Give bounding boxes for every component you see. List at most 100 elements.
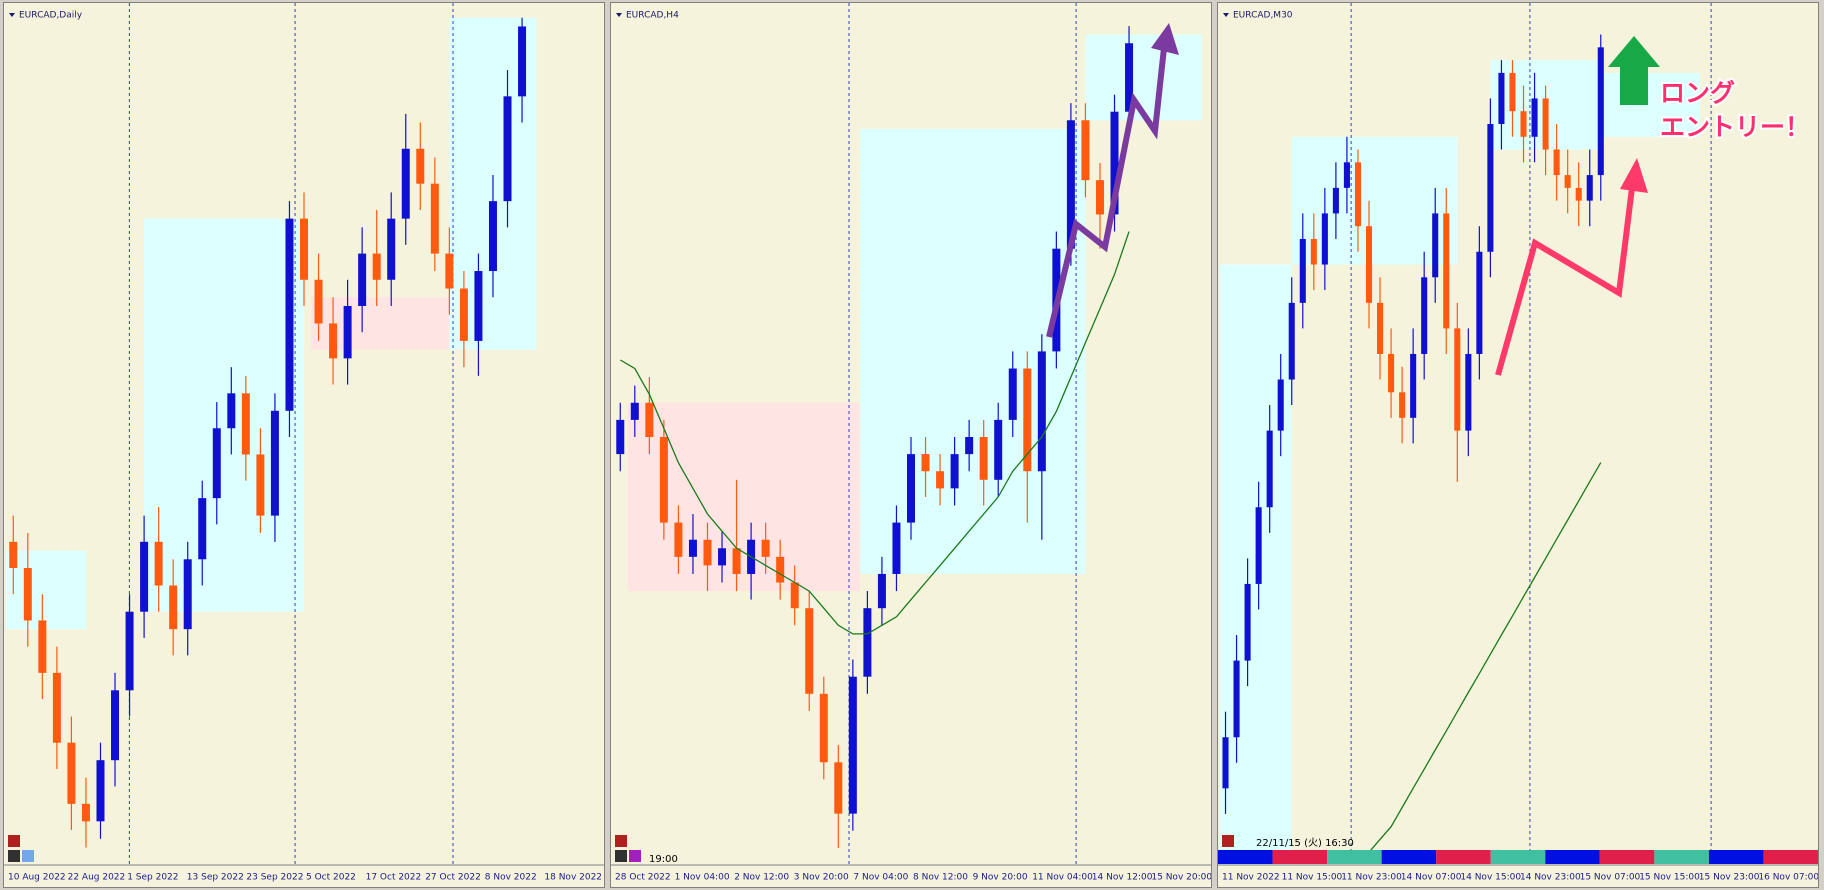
session-bar <box>1599 850 1655 864</box>
candle-body <box>125 611 134 691</box>
candle-body <box>979 437 988 480</box>
x-tick-label: 14 Nov 15:00 <box>1460 873 1521 883</box>
toolbar-icon <box>615 850 627 862</box>
candle-body <box>1110 111 1119 215</box>
x-tick-label: 11 Nov 23:00 <box>1341 873 1402 883</box>
candle-body <box>401 148 410 219</box>
candle-body <box>863 608 872 677</box>
candle-body <box>1575 187 1582 201</box>
x-tick-label: 15 Nov 23:00 <box>1699 873 1760 883</box>
candle-body <box>1487 123 1494 252</box>
x-tick-label: 15 Nov 07:00 <box>1580 873 1641 883</box>
x-tick-label: 17 Oct 2022 <box>366 873 422 883</box>
arrow-head <box>1151 23 1179 55</box>
candle-body <box>1095 180 1104 215</box>
toolbar-icon <box>8 850 20 862</box>
x-tick-label: 1 Nov 04:00 <box>675 873 730 883</box>
candle-body <box>892 522 901 574</box>
candle-body <box>1008 368 1017 420</box>
candle-body <box>703 539 712 566</box>
arrow-head <box>1620 158 1648 193</box>
chart-title: EURCAD,M30 <box>1233 11 1293 21</box>
candle-body <box>645 402 654 437</box>
x-tick-label: 13 Sep 2022 <box>187 873 244 883</box>
candle-body <box>877 573 886 609</box>
candle-body <box>256 454 265 516</box>
candle-body <box>474 271 483 341</box>
candle-body <box>936 471 945 489</box>
candle-body <box>1564 175 1571 188</box>
x-tick-label: 14 Nov 23:00 <box>1520 873 1581 883</box>
candle-body <box>1255 507 1262 584</box>
candle-body <box>674 522 683 557</box>
candle-body <box>38 620 47 673</box>
x-tick-label: 14 Nov 07:00 <box>1401 873 1462 883</box>
zone <box>1085 34 1202 121</box>
candle-body <box>805 608 814 694</box>
candle-body <box>241 393 250 455</box>
candle-body <box>227 393 236 429</box>
candle-body <box>445 253 454 289</box>
candle-body <box>1399 392 1406 418</box>
trend-arrow <box>1046 47 1167 338</box>
session-bar <box>1381 850 1437 864</box>
session-bar <box>1654 850 1709 864</box>
candle-body <box>459 288 468 341</box>
candle-body <box>314 279 323 324</box>
zone <box>1600 72 1701 137</box>
candle-body <box>1542 98 1549 150</box>
x-tick-label: 15 Nov 20:00 <box>1151 873 1211 883</box>
candle-body <box>1233 660 1240 738</box>
candle-body <box>1365 226 1373 303</box>
chart-panel: EURCAD,Daily 10 Aug 2022 22 Aug 2022 1 Sep … <box>3 2 605 888</box>
candle-body <box>834 762 843 814</box>
candle-body <box>1410 353 1417 418</box>
x-tick-label: 28 Oct 2022 <box>615 873 671 883</box>
candle-body <box>907 454 915 523</box>
x-tick-label: 9 Nov 20:00 <box>973 873 1028 883</box>
candle-body <box>921 454 930 472</box>
candle-body <box>430 183 439 254</box>
x-tick-label: 27 Oct 2022 <box>425 873 481 883</box>
candle-body <box>616 419 625 455</box>
candle-body <box>1288 302 1295 380</box>
x-tick-label: 11 Nov 15:00 <box>1282 873 1343 883</box>
zone <box>144 218 304 612</box>
candle-body <box>198 498 207 560</box>
x-tick-label: 11 Nov 2022 <box>1222 873 1280 883</box>
x-tick-label: 7 Nov 04:00 <box>853 873 908 883</box>
x-tick-label: 15 Nov 15:00 <box>1639 873 1700 883</box>
entry-arrow <box>1608 36 1660 105</box>
session-bar <box>1272 850 1328 864</box>
candle-body <box>1081 120 1090 181</box>
chart-panel: EURCAD,H4 28 Oct 2022 1 Nov 04:00 2 Nov 12:… <box>610 2 1212 888</box>
candle-body <box>1421 277 1428 354</box>
candle-body <box>270 410 279 516</box>
x-axis-strip <box>4 865 604 887</box>
toolbar-icon <box>1222 835 1234 847</box>
candle-body <box>1388 353 1395 393</box>
candle-body <box>1377 302 1384 354</box>
session-bar <box>1708 850 1764 864</box>
chart-title: EURCAD,Daily <box>19 11 83 21</box>
candle-body <box>387 218 396 280</box>
candle-body <box>1432 213 1439 278</box>
candle-body <box>1498 72 1505 124</box>
x-tick-label: 8 Nov 12:00 <box>913 873 968 883</box>
x-tick-label: 22 Aug 2022 <box>68 873 126 883</box>
moving-average <box>1368 462 1602 853</box>
chart-title: EURCAD,H4 <box>626 11 679 21</box>
time-label: 19:00 <box>649 854 678 865</box>
candle-body <box>732 548 741 574</box>
candle-body <box>140 541 149 612</box>
session-bar <box>1327 850 1382 864</box>
moving-average <box>619 231 1130 635</box>
candle-body <box>688 539 697 557</box>
candle-body <box>343 305 352 359</box>
candle-body <box>1332 187 1339 214</box>
candle-body <box>950 454 959 489</box>
candle-body <box>1244 583 1251 661</box>
candle-body <box>1531 98 1538 137</box>
